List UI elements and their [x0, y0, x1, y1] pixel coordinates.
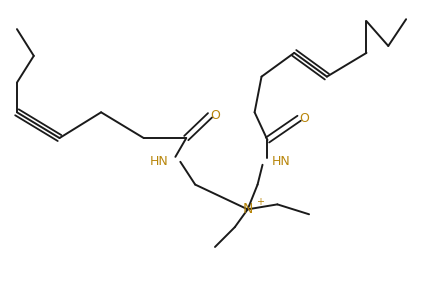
Text: HN: HN	[150, 155, 169, 168]
Text: N: N	[243, 202, 253, 216]
Text: HN: HN	[271, 155, 290, 168]
Text: O: O	[299, 112, 309, 125]
Text: O: O	[210, 109, 220, 122]
Text: +: +	[256, 197, 264, 207]
